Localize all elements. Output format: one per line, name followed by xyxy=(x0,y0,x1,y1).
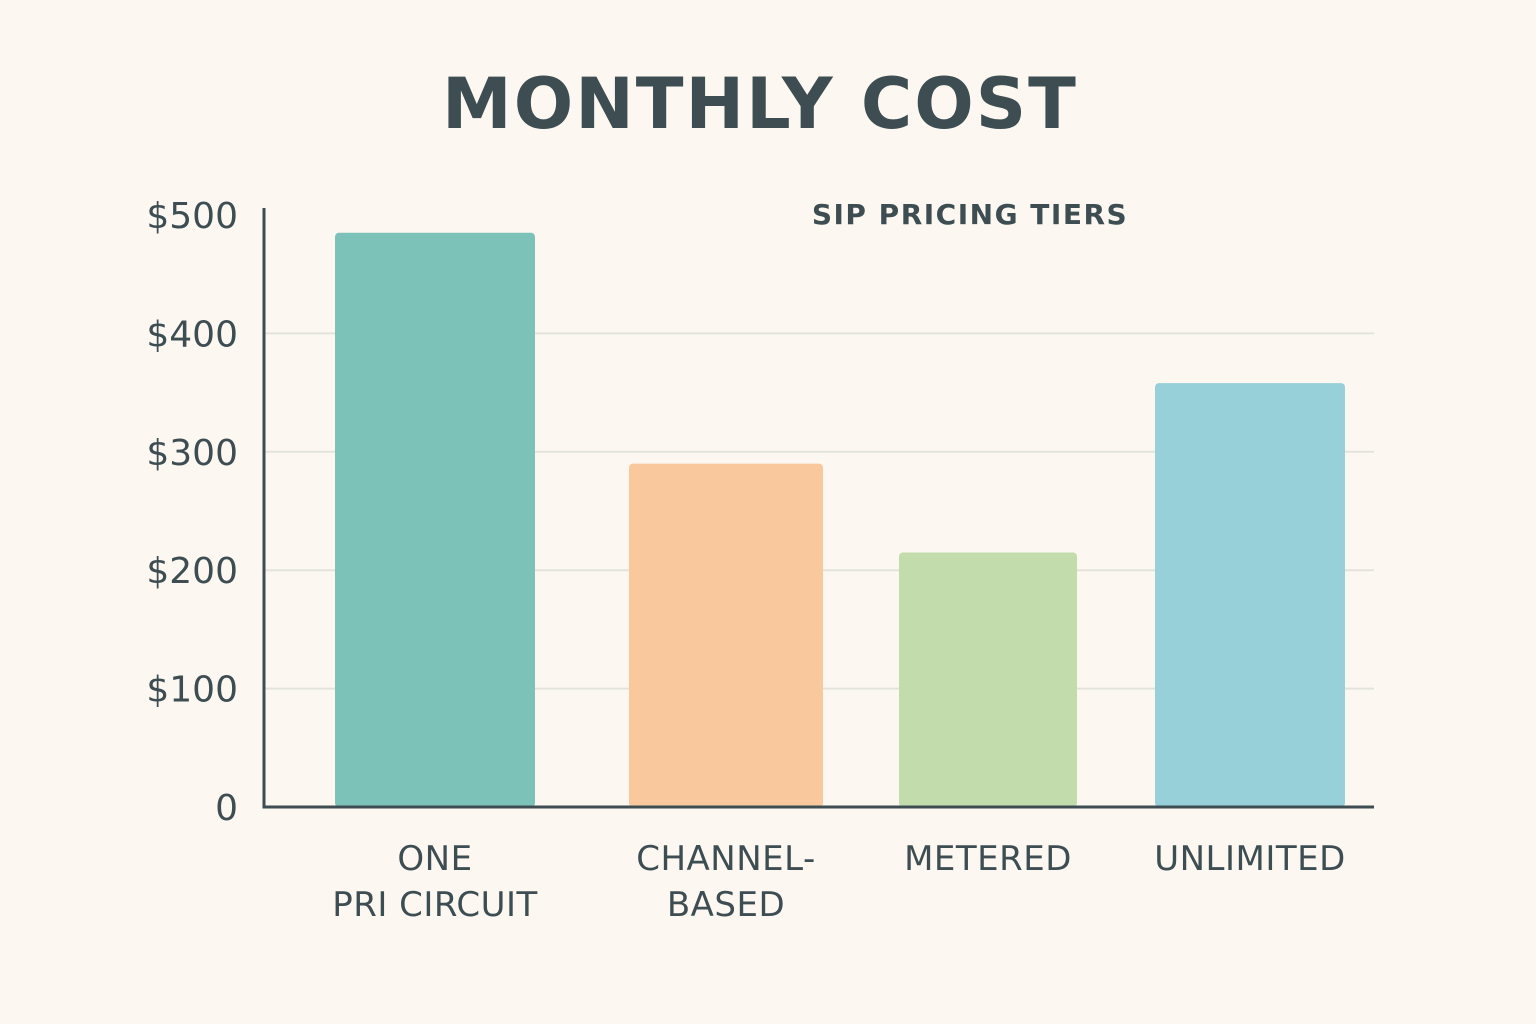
y-tick-label: $100 xyxy=(146,670,238,711)
y-tick-label: 0 xyxy=(215,788,238,829)
y-tick-label: $200 xyxy=(146,551,238,592)
x-tick-label-line: BASED xyxy=(667,885,785,925)
x-tick-label: CHANNEL- BASED xyxy=(636,839,816,925)
x-tick-labels: ONE PRI CIRCUIT CHANNEL- BASED METERED UNLIMI… xyxy=(332,839,1346,925)
x-tick-label: ONE PRI CIRCUIT xyxy=(332,839,538,925)
x-tick-label-line: UNLIMITED xyxy=(1154,839,1346,879)
bar xyxy=(899,552,1077,807)
x-tick-label-line: CHANNEL- xyxy=(636,839,816,879)
chart-title: MONTHLY COST xyxy=(442,63,1078,145)
bar xyxy=(1155,383,1345,807)
x-tick-label-line: METERED xyxy=(904,839,1072,879)
y-tick-labels: 0 $100 $200 $300 $400 $500 xyxy=(146,196,238,829)
y-tick-label: $400 xyxy=(146,314,238,355)
y-tick-label: $500 xyxy=(146,196,238,237)
x-tick-label-line: ONE xyxy=(397,839,472,879)
y-tick-label: $300 xyxy=(146,433,238,474)
axes xyxy=(262,208,1374,809)
x-tick-label: UNLIMITED xyxy=(1154,839,1346,879)
bar xyxy=(629,463,823,807)
chart-subtitle: SIP PRICING TIERS xyxy=(812,198,1128,231)
x-tick-label: METERED xyxy=(904,839,1072,879)
bar xyxy=(335,232,535,807)
bars xyxy=(335,232,1345,807)
x-tick-label-line: PRI CIRCUIT xyxy=(332,885,538,925)
